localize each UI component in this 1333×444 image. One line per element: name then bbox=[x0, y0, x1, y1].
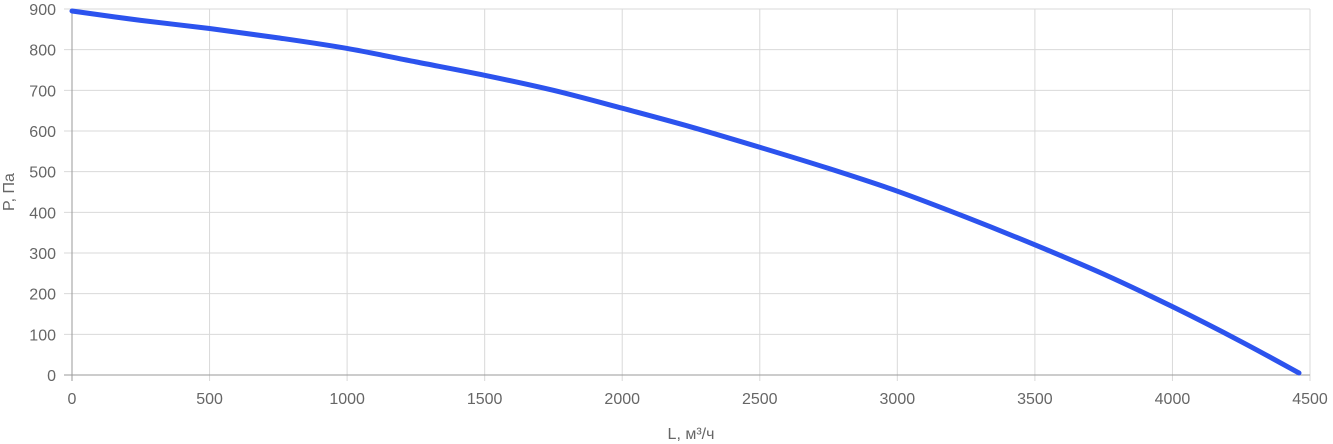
y-tick-label: 400 bbox=[29, 205, 56, 222]
y-tick-label: 500 bbox=[29, 165, 56, 182]
tick-labels: 0 500 1000 1500 2000 2500 3000 3500 4000 4500 0 100… bbox=[29, 2, 1328, 408]
y-tick-label: 300 bbox=[29, 246, 56, 263]
x-tick-label: 4000 bbox=[1155, 391, 1191, 408]
x-tick-label: 2000 bbox=[604, 391, 640, 408]
x-tick-label: 2500 bbox=[742, 391, 778, 408]
x-tick-label: 4500 bbox=[1292, 391, 1328, 408]
axes bbox=[64, 9, 1310, 381]
y-tick-label: 900 bbox=[29, 2, 56, 19]
x-tick-label: 1000 bbox=[329, 391, 365, 408]
series bbox=[69, 8, 1302, 376]
x-tick-label: 3500 bbox=[1017, 391, 1053, 408]
grid bbox=[64, 8, 1311, 381]
y-tick-label: 800 bbox=[29, 43, 56, 60]
x-tick-label: 1500 bbox=[467, 391, 503, 408]
y-tick-label: 200 bbox=[29, 287, 56, 304]
y-axis-title: P, Па bbox=[1, 173, 18, 211]
x-tick-label: 500 bbox=[196, 391, 223, 408]
x-tick-label: 0 bbox=[68, 391, 77, 408]
y-tick-label: 600 bbox=[29, 124, 56, 141]
y-tick-label: 100 bbox=[29, 327, 56, 344]
x-axis-title: L, м³/ч bbox=[668, 426, 715, 443]
x-tick-label: 3000 bbox=[880, 391, 916, 408]
y-tick-label: 0 bbox=[47, 368, 56, 385]
y-tick-label: 700 bbox=[29, 83, 56, 100]
series-line bbox=[69, 8, 1302, 376]
